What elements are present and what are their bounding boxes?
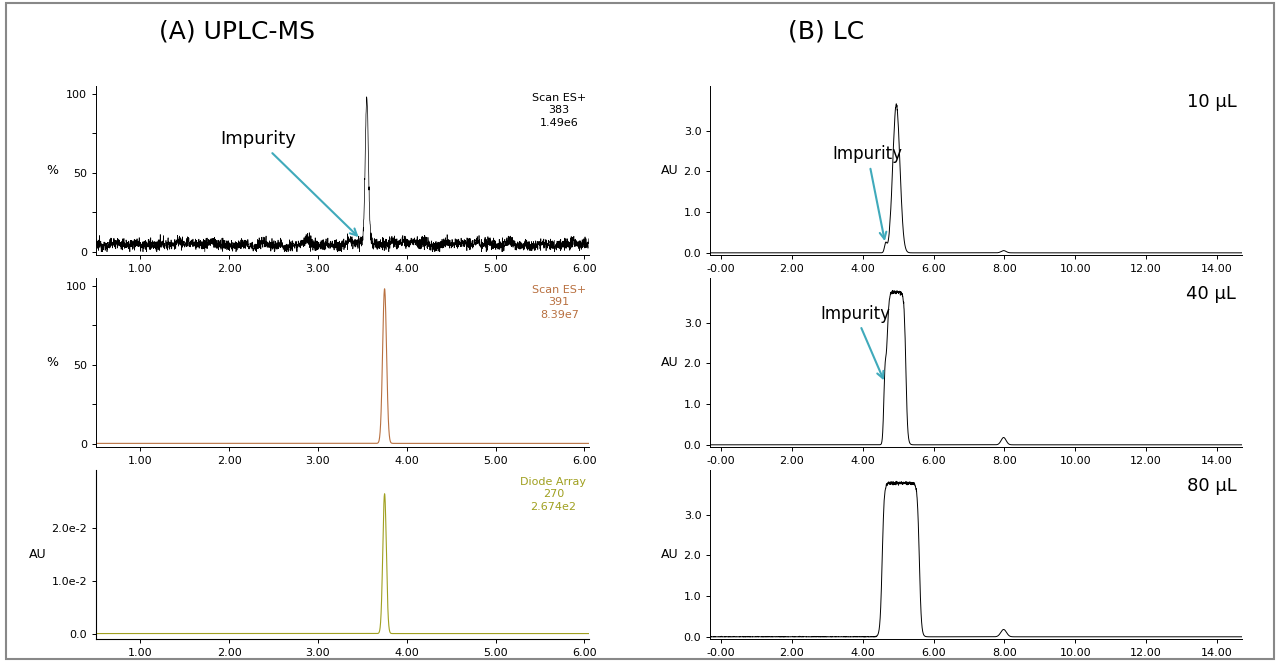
Text: 40 μL: 40 μL	[1187, 285, 1236, 303]
Text: 80 μL: 80 μL	[1187, 477, 1236, 495]
Y-axis label: AU: AU	[660, 164, 678, 177]
Text: 10 μL: 10 μL	[1187, 93, 1236, 111]
Text: Scan ES+
391
8.39e7: Scan ES+ 391 8.39e7	[532, 285, 586, 320]
Text: Impurity: Impurity	[832, 145, 902, 239]
Text: (A) UPLC-MS: (A) UPLC-MS	[159, 20, 315, 44]
Y-axis label: %: %	[46, 356, 58, 369]
Text: Impurity: Impurity	[820, 305, 890, 378]
Y-axis label: AU: AU	[28, 548, 46, 561]
Text: Scan ES+
383
1.49e6: Scan ES+ 383 1.49e6	[532, 93, 586, 128]
Text: Impurity: Impurity	[220, 130, 357, 236]
Y-axis label: AU: AU	[660, 548, 678, 561]
Y-axis label: AU: AU	[660, 356, 678, 369]
Text: Diode Array
270
2.674e2: Diode Array 270 2.674e2	[521, 477, 586, 512]
Text: (B) LC: (B) LC	[787, 20, 864, 44]
Y-axis label: %: %	[46, 164, 58, 177]
